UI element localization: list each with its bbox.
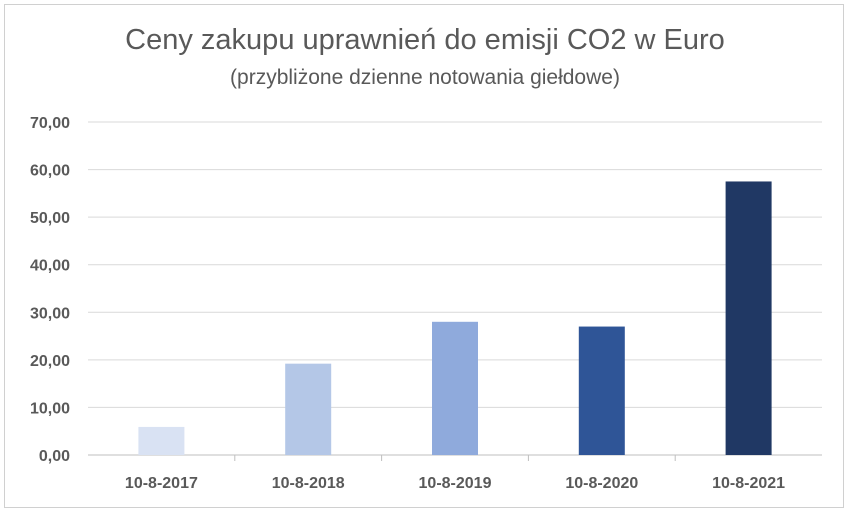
x-tick-label: 10-8-2018 xyxy=(272,475,345,492)
y-tick-label: 30,00 xyxy=(30,305,70,322)
y-tick-label: 20,00 xyxy=(30,353,70,370)
bars xyxy=(138,181,772,455)
gridlines xyxy=(88,121,822,456)
y-tick-label: 50,00 xyxy=(30,210,70,227)
y-tick-label: 60,00 xyxy=(30,163,70,180)
x-axis: 10-8-2017 10-8-2018 10-8-2019 10-8-2020 10-8… xyxy=(125,455,785,492)
bar-10-8-2021 xyxy=(725,181,772,455)
bar-10-8-2017 xyxy=(138,426,185,455)
y-tick-label: 0,00 xyxy=(39,448,70,465)
bar-10-8-2018 xyxy=(285,363,332,455)
y-tick-label: 70,00 xyxy=(30,115,70,132)
chart-frame xyxy=(4,4,844,508)
x-tick-label: 10-8-2020 xyxy=(565,475,638,492)
chart-subtitle: (przybliżone dzienne notowania giełdowe) xyxy=(230,66,620,89)
x-tick-label: 10-8-2017 xyxy=(125,475,198,492)
x-tick-label: 10-8-2019 xyxy=(419,475,492,492)
y-axis: 0,00 10,00 20,00 30,00 40,00 50,00 60,00 70,00 xyxy=(30,115,70,465)
chart-title: Ceny zakupu uprawnień do emisji CO2 w Eu… xyxy=(125,24,725,56)
bar-10-8-2020 xyxy=(578,326,625,455)
y-tick-label: 10,00 xyxy=(30,400,70,417)
bar-10-8-2019 xyxy=(432,321,478,455)
y-tick-label: 40,00 xyxy=(30,258,70,275)
x-tick-label: 10-8-2021 xyxy=(712,475,785,492)
